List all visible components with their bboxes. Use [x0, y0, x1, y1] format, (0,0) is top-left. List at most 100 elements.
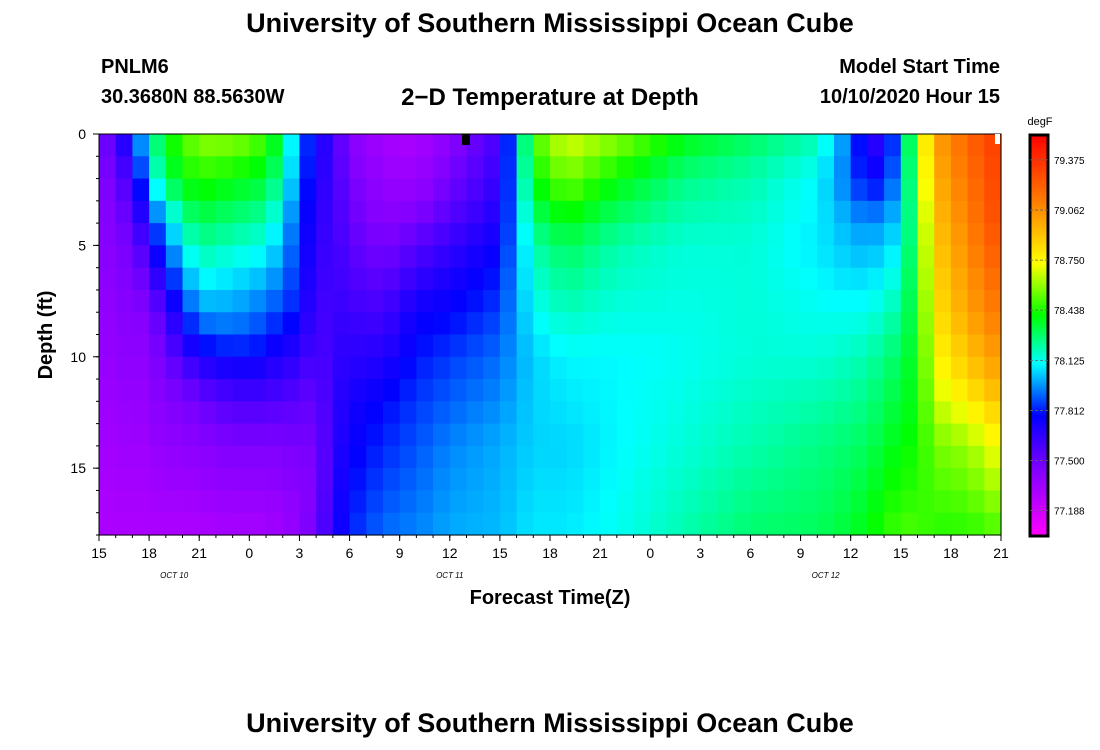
heatmap-cell: [215, 156, 234, 180]
heatmap-cell: [332, 267, 351, 291]
heatmap-cell: [516, 468, 534, 492]
heatmap-cell: [600, 289, 618, 313]
heatmap-cell: [833, 223, 852, 246]
heatmap-cell: [550, 223, 568, 246]
heatmap-cell: [767, 289, 785, 313]
heatmap-cell: [850, 312, 868, 336]
heatmap-cell: [733, 512, 752, 536]
heatmap-cell: [717, 156, 735, 180]
heatmap-cell: [650, 267, 668, 291]
heatmap-cell: [132, 289, 150, 313]
heatmap-cell: [917, 223, 935, 246]
heatmap-cell: [483, 334, 501, 358]
heatmap-cell: [666, 334, 685, 358]
heatmap-cell: [917, 200, 935, 224]
heatmap-cell: [165, 490, 184, 514]
heatmap-cell: [165, 267, 184, 291]
heatmap-cell: [332, 512, 351, 536]
heatmap-cell: [850, 223, 868, 246]
heatmap-cell: [433, 289, 451, 313]
heatmap-cell: [633, 379, 651, 402]
heatmap-cell: [533, 289, 551, 313]
heatmap-cell: [600, 334, 618, 358]
heatmap-cell: [249, 490, 267, 514]
heatmap-cell: [149, 379, 167, 402]
heatmap-cell: [767, 379, 785, 402]
heatmap-cell: [616, 267, 635, 291]
heatmap-cell: [182, 490, 200, 514]
heatmap-cell: [800, 445, 818, 469]
heatmap-cell: [967, 379, 985, 402]
heatmap-cell: [700, 267, 718, 291]
heatmap-cell: [416, 312, 434, 336]
heatmap-cell: [382, 334, 401, 358]
heatmap-cell: [900, 379, 919, 402]
heatmap-cell: [382, 468, 401, 492]
heatmap-cell: [900, 200, 919, 224]
heatmap-cell: [132, 223, 150, 246]
heatmap-cell: [249, 134, 267, 157]
heatmap-cell: [583, 356, 601, 380]
heatmap-cell: [382, 512, 401, 536]
heatmap-cell: [416, 490, 434, 514]
heatmap-cell: [733, 223, 752, 246]
heatmap-cell: [282, 445, 301, 469]
heatmap-cell: [867, 223, 885, 246]
heatmap-cell: [466, 379, 484, 402]
heatmap-cell: [433, 223, 451, 246]
heatmap-cell: [282, 512, 301, 536]
heatmap-cell: [800, 468, 818, 492]
heatmap-cell: [433, 245, 451, 269]
heatmap-cell: [99, 423, 117, 447]
heatmap-cell: [165, 223, 184, 246]
heatmap-cell: [700, 200, 718, 224]
colorbar-tick-label: 79.062: [1054, 206, 1085, 217]
x-tick-label: 9: [396, 545, 404, 561]
colorbar-gradient: [1028, 133, 1050, 538]
heatmap-cell: [550, 267, 568, 291]
heatmap-cell: [249, 512, 267, 536]
heatmap-cell: [900, 445, 919, 469]
heatmap-cell: [316, 334, 334, 358]
heatmap-cell: [600, 312, 618, 336]
heatmap-cell: [499, 401, 518, 425]
heatmap-cell: [249, 200, 267, 224]
heatmap-cell: [132, 334, 150, 358]
heatmap-cell: [934, 423, 952, 447]
heatmap-cell: [182, 423, 200, 447]
heatmap-cell: [433, 445, 451, 469]
heatmap-cell: [566, 267, 584, 291]
heatmap-cell: [583, 223, 601, 246]
heatmap-cell: [683, 401, 701, 425]
heatmap-cell: [449, 490, 468, 514]
heatmap-cell: [366, 334, 384, 358]
heatmap-cell: [767, 490, 785, 514]
heatmap-cell: [199, 334, 217, 358]
heatmap-cell: [934, 312, 952, 336]
heatmap-cell: [867, 312, 885, 336]
heatmap-cell: [583, 245, 601, 269]
heatmap-cell: [717, 334, 735, 358]
heatmap-cell: [182, 223, 200, 246]
heatmap-cell: [232, 267, 250, 291]
heatmap-cell: [249, 401, 267, 425]
heatmap-cell: [165, 334, 184, 358]
heatmap-cell: [266, 379, 284, 402]
heatmap-cell: [700, 178, 718, 202]
heatmap-cell: [499, 334, 518, 358]
missing-data-marker: [995, 134, 1000, 144]
heatmap-cell: [767, 156, 785, 180]
heatmap-cell: [884, 445, 902, 469]
heatmap-cell: [282, 401, 301, 425]
heatmap-cell: [215, 178, 234, 202]
heatmap-cell: [934, 289, 952, 313]
heatmap-cell: [884, 223, 902, 246]
heatmap-cell: [516, 223, 534, 246]
heatmap-cell: [867, 178, 885, 202]
heatmap-cell: [299, 512, 317, 536]
heatmap-cell: [616, 356, 635, 380]
heatmap-cell: [566, 356, 584, 380]
heatmap-cell: [115, 445, 133, 469]
heatmap-cell: [767, 267, 785, 291]
